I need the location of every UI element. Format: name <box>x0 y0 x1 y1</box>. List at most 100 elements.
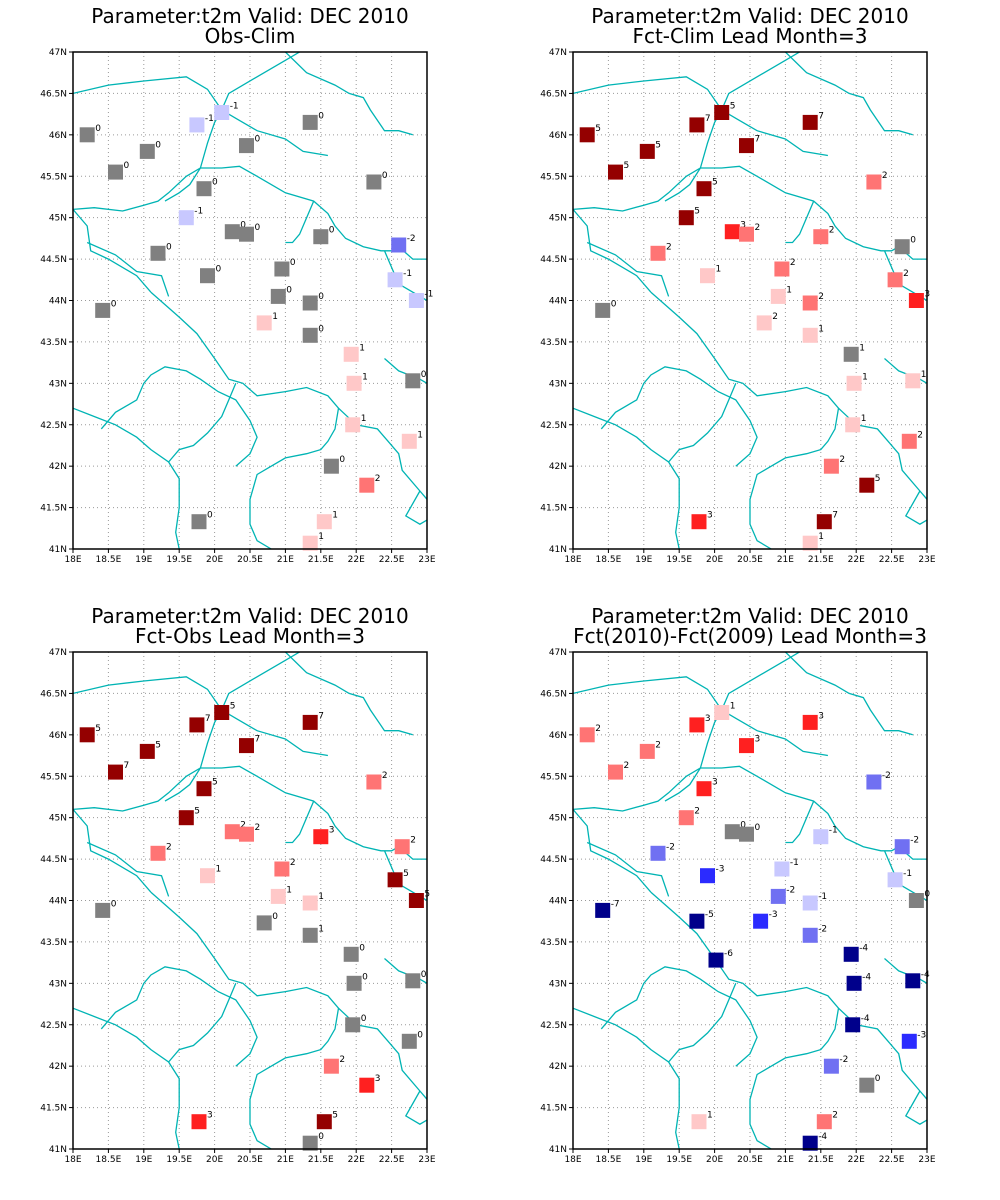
y-tick-label: 45.5N <box>540 172 567 182</box>
x-tick-label: 23E <box>418 1155 435 1165</box>
station-value-label: -4 <box>921 970 930 980</box>
station-value-label: -5 <box>705 910 714 920</box>
y-tick-label: 43.5N <box>40 338 67 348</box>
river-line <box>668 383 737 463</box>
river-line <box>73 676 223 711</box>
station-marker <box>178 810 194 826</box>
station-marker <box>214 105 230 120</box>
station-value-label: 2 <box>903 269 909 279</box>
station-value-label: 2 <box>595 724 601 734</box>
station-value-label: -4 <box>818 1132 827 1142</box>
station-marker <box>139 143 155 159</box>
station-value-label: 0 <box>255 135 261 145</box>
x-tick-label: 22E <box>848 1155 865 1165</box>
station-marker <box>739 138 754 154</box>
station-marker <box>200 268 215 284</box>
station-marker <box>802 895 818 911</box>
station-marker <box>816 1114 832 1130</box>
station-marker <box>859 477 875 493</box>
station-marker <box>359 477 375 493</box>
x-tick-label: 22.5E <box>879 1155 905 1165</box>
station-marker <box>595 302 611 318</box>
y-tick-label: 47N <box>549 48 567 58</box>
station-value-label: 0 <box>421 970 427 980</box>
y-tick-label: 43N <box>49 379 67 389</box>
station-value-label: -2 <box>910 836 919 846</box>
station-value-label: -1 <box>790 858 799 868</box>
y-tick-label: 42.5N <box>40 1021 67 1031</box>
station-value-label: 1 <box>417 430 423 440</box>
station-marker <box>345 1017 361 1033</box>
station-value-label: 0 <box>329 226 335 236</box>
river-line <box>650 291 927 500</box>
x-tick-label: 18E <box>564 1155 581 1165</box>
river-line <box>749 1008 840 1149</box>
river-line <box>221 52 300 111</box>
y-tick-label: 43N <box>549 979 567 989</box>
station-marker <box>845 417 861 433</box>
y-tick-label: 42.5N <box>540 421 567 431</box>
x-tick-label: 22E <box>348 1155 365 1165</box>
river-line <box>73 76 223 111</box>
station-value-label: 7 <box>124 761 130 771</box>
river-line <box>600 366 758 467</box>
y-tick-label: 46.5N <box>540 89 567 99</box>
y-tick-label: 42N <box>549 1062 567 1072</box>
x-tick-label: 21E <box>777 555 794 565</box>
station-marker <box>650 245 666 261</box>
station-marker <box>866 174 882 190</box>
station-marker <box>823 458 839 474</box>
station-marker <box>708 952 724 968</box>
station-value-label: 7 <box>205 714 211 724</box>
river-line <box>785 800 815 844</box>
station-value-label: 0 <box>318 292 324 302</box>
station-value-label: 5 <box>712 178 718 188</box>
station-marker <box>346 975 362 991</box>
station-value-label: 1 <box>859 343 865 353</box>
station-value-label: 1 <box>818 324 824 334</box>
station-marker <box>739 826 754 842</box>
y-tick-label: 42.5N <box>540 1021 567 1031</box>
y-tick-label: 47N <box>49 648 67 658</box>
x-tick-label: 18.5E <box>596 555 622 565</box>
station-value-label: 0 <box>875 1074 881 1084</box>
x-tick-label: 20E <box>706 555 723 565</box>
river-line <box>150 891 427 1100</box>
station-marker <box>846 975 862 991</box>
station-marker <box>387 272 403 288</box>
station-marker <box>639 143 655 159</box>
station-marker <box>724 824 740 840</box>
x-tick-label: 19.5E <box>666 555 692 565</box>
x-tick-label: 21.5E <box>308 1155 334 1165</box>
river-line <box>86 241 170 297</box>
station-value-label: 2 <box>255 823 261 833</box>
panel-4: Parameter:t2m Valid: DEC 2010Fct(2010)-F… <box>540 604 936 1165</box>
y-tick-label: 46N <box>549 131 567 141</box>
x-tick-label: 21.5E <box>808 1155 834 1165</box>
river-line <box>73 165 427 260</box>
station-value-label: -3 <box>917 1030 926 1040</box>
panel-subtitle: Fct-Obs Lead Month=3 <box>135 624 365 648</box>
station-marker <box>366 174 382 190</box>
station-value-label: 2 <box>339 1055 345 1065</box>
station-marker <box>714 105 730 120</box>
station-value-label: 7 <box>318 711 324 721</box>
station-marker <box>387 872 403 888</box>
y-tick-label: 44N <box>549 297 567 307</box>
station-marker <box>908 293 924 308</box>
y-tick-label: 45N <box>49 814 67 824</box>
y-tick-label: 41.5N <box>40 504 67 514</box>
station-marker <box>302 927 318 943</box>
station-marker <box>689 717 705 733</box>
y-tick-label: 43N <box>49 979 67 989</box>
river-line <box>404 490 427 525</box>
station-value-label: 0 <box>362 972 368 982</box>
station-marker <box>391 237 407 253</box>
y-tick-label: 41N <box>549 1145 567 1155</box>
river-line <box>168 983 237 1063</box>
x-tick-label: 18.5E <box>96 1155 122 1165</box>
station-marker <box>691 514 707 530</box>
station-marker <box>108 164 123 180</box>
